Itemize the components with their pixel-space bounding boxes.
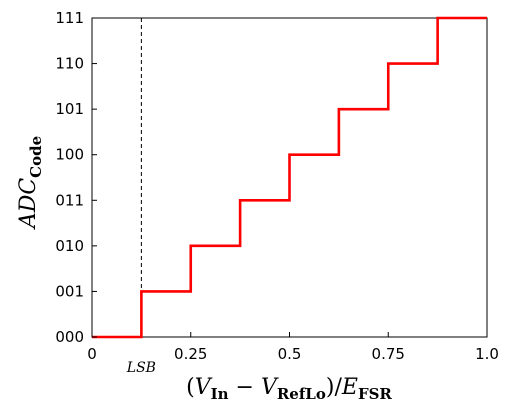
y-tick-label: 110	[55, 55, 84, 73]
y-tick-label: 001	[55, 282, 84, 300]
y-tick-label: 101	[55, 100, 84, 118]
x-tick-label: 0.5	[278, 345, 302, 363]
y-tick-label: 011	[55, 191, 84, 209]
x-tick-label: 0	[87, 345, 97, 363]
y-tick-label: 010	[55, 237, 84, 255]
y-axis-title: ADCCode	[16, 136, 45, 230]
y-tick-label: 100	[55, 146, 84, 164]
x-axis-title: (VIn − VRefLo)/EFSR	[186, 375, 392, 403]
y-tick-label: 111	[55, 9, 84, 27]
adc-step-series	[92, 16, 487, 339]
x-tick-label: 0.75	[372, 345, 405, 363]
y-tick-label: 000	[55, 328, 84, 346]
x-tick-label: 0.25	[174, 345, 207, 363]
x-tick-label: 1.0	[475, 345, 499, 363]
lsb-marker-label: LSB	[126, 360, 156, 376]
